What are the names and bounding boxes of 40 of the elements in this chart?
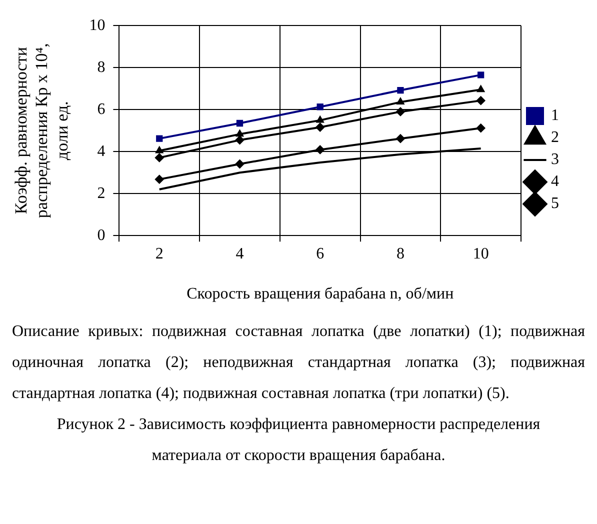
legend-label: 4 [551, 173, 559, 190]
point [397, 86, 404, 94]
point [154, 174, 164, 184]
point [396, 98, 404, 105]
point [316, 122, 325, 132]
text: Рисунок 2 - Зависимость коэффициента равномерности распределения материала от скорости вращения барабана. [56, 415, 542, 466]
point [316, 116, 324, 123]
point [236, 120, 244, 127]
y-tick-label: 10 [89, 16, 106, 34]
x-tick-label: 10 [472, 245, 489, 262]
point [316, 104, 324, 110]
point [235, 136, 244, 145]
legend-label: 2 [551, 129, 559, 146]
y-tick-label: 0 [97, 226, 106, 244]
x-tick-label: 2 [155, 245, 164, 262]
point [476, 85, 485, 92]
legend-label: 3 [551, 151, 559, 168]
point [235, 159, 244, 168]
y-axis-title: Коэфф. равномерности распределения Кр х 10⁴, доли ед. [12, 43, 72, 218]
point [154, 153, 164, 162]
point [476, 124, 486, 133]
point [396, 134, 405, 144]
point [477, 72, 484, 78]
point [476, 96, 486, 106]
x-tick-label: 4 [236, 245, 244, 262]
legend-label: 1 [551, 107, 559, 124]
point [236, 130, 244, 137]
y-tick-label: 4 [97, 142, 106, 160]
x-axis-title: Скорость вращения барабана n, об/мин [186, 286, 454, 303]
point [316, 145, 325, 154]
text: Описание кривых: подвижная составная лопатка (две лопатки) (1); подвижная одиночная лопатка (2); неподвижная стандартная лопатка (3); подвижная стандартная лопатка (4); подвижная составная лопатка (три лопатки) (5). [11, 322, 586, 404]
legend-label: 5 [551, 195, 559, 212]
y-tick-label: 2 [97, 184, 106, 202]
point [155, 146, 164, 154]
y-tick-label: 6 [97, 100, 106, 118]
x-tick-label: 8 [396, 245, 404, 262]
y-tick-label: 8 [97, 58, 106, 76]
x-tick-label: 6 [316, 245, 324, 262]
point [396, 107, 405, 116]
point [156, 135, 163, 142]
